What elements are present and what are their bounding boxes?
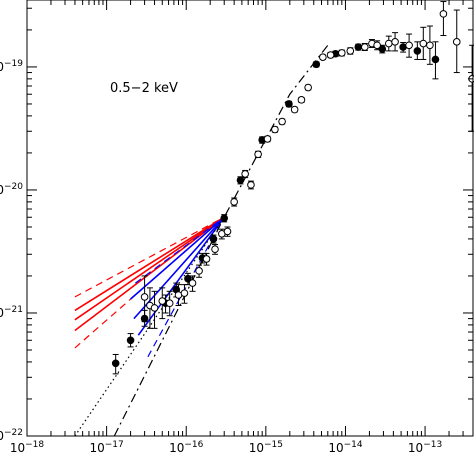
open-data-point <box>188 279 197 287</box>
y-tick-label: 10−19 <box>0 59 23 74</box>
open-data-point <box>150 304 159 312</box>
open-data-point <box>247 181 255 189</box>
filled-data-point <box>126 336 135 345</box>
plot-frame <box>26 0 474 437</box>
model-curves <box>74 44 329 437</box>
open-data-point <box>230 198 238 206</box>
open-data-point <box>439 10 448 18</box>
data-markers <box>111 10 474 368</box>
open-data-point <box>211 245 219 253</box>
open-data-point <box>346 47 355 55</box>
filled-data-point <box>378 45 387 53</box>
open-data-point <box>373 41 381 50</box>
open-data-point <box>195 267 203 275</box>
open-data-point <box>419 39 428 48</box>
x-tick-label: 10−16 <box>169 440 204 454</box>
filled-data-point <box>354 43 363 51</box>
filled-data-point <box>111 359 120 368</box>
open-data-point <box>140 293 149 301</box>
x-tick-label: 10−17 <box>89 440 123 454</box>
open-data-point <box>254 150 262 159</box>
model-curve-6 <box>130 216 225 300</box>
open-data-point <box>361 43 369 51</box>
open-data-point <box>304 83 312 92</box>
open-data-point <box>452 38 461 46</box>
model-curve-8 <box>137 216 225 336</box>
open-data-point <box>405 41 413 50</box>
model-curve-0 <box>74 216 225 298</box>
open-data-point <box>384 39 393 48</box>
open-data-point <box>290 105 299 114</box>
filled-data-point <box>431 55 440 64</box>
open-data-point <box>297 96 306 104</box>
filled-data-point <box>312 60 321 69</box>
model-curve-3 <box>74 216 225 332</box>
filled-data-point <box>220 214 229 222</box>
x-tick-label: 10−18 <box>10 440 45 454</box>
open-data-point <box>326 51 335 59</box>
y-tick-label: 10−21 <box>0 305 23 320</box>
x-tick-label: 10−13 <box>408 440 442 454</box>
axis-ticks <box>26 0 474 437</box>
filled-data-point <box>184 274 192 283</box>
open-data-point <box>241 170 249 178</box>
model-curve-10 <box>74 216 225 437</box>
filled-data-point <box>285 100 293 108</box>
x-tick-label: 10−15 <box>249 440 283 454</box>
filled-data-point <box>140 314 149 323</box>
model-curve-7 <box>133 216 225 320</box>
model-curve-11 <box>113 44 329 437</box>
y-tick-label: 10−22 <box>0 428 23 443</box>
x-tick-labels: 10−18 10−17 10−16 10−15 10−14 10−13 <box>10 440 442 454</box>
model-curve-2 <box>74 216 225 321</box>
open-data-point <box>158 297 167 305</box>
open-data-point <box>202 255 211 263</box>
open-data-point <box>426 41 434 50</box>
open-data-point <box>391 38 399 46</box>
open-data-point <box>223 227 232 236</box>
x-tick-label: 10−14 <box>328 440 363 454</box>
open-data-point <box>165 299 174 308</box>
open-data-point <box>319 53 327 61</box>
model-curve-5 <box>135 216 225 284</box>
filled-data-point <box>413 47 422 55</box>
open-data-point <box>278 117 286 126</box>
open-data-point <box>180 289 189 297</box>
filled-data-point <box>209 235 218 243</box>
open-data-point <box>271 125 279 134</box>
energy-band-annotation: 0.5−2 keV <box>110 81 178 96</box>
open-data-point <box>263 135 272 143</box>
open-data-point <box>338 49 346 57</box>
y-tick-labels: 10−22 10−21 10−20 10−19 <box>0 59 23 443</box>
y-tick-label: 10−20 <box>0 182 23 197</box>
model-curve-1 <box>74 216 225 312</box>
filled-data-point <box>236 176 245 185</box>
